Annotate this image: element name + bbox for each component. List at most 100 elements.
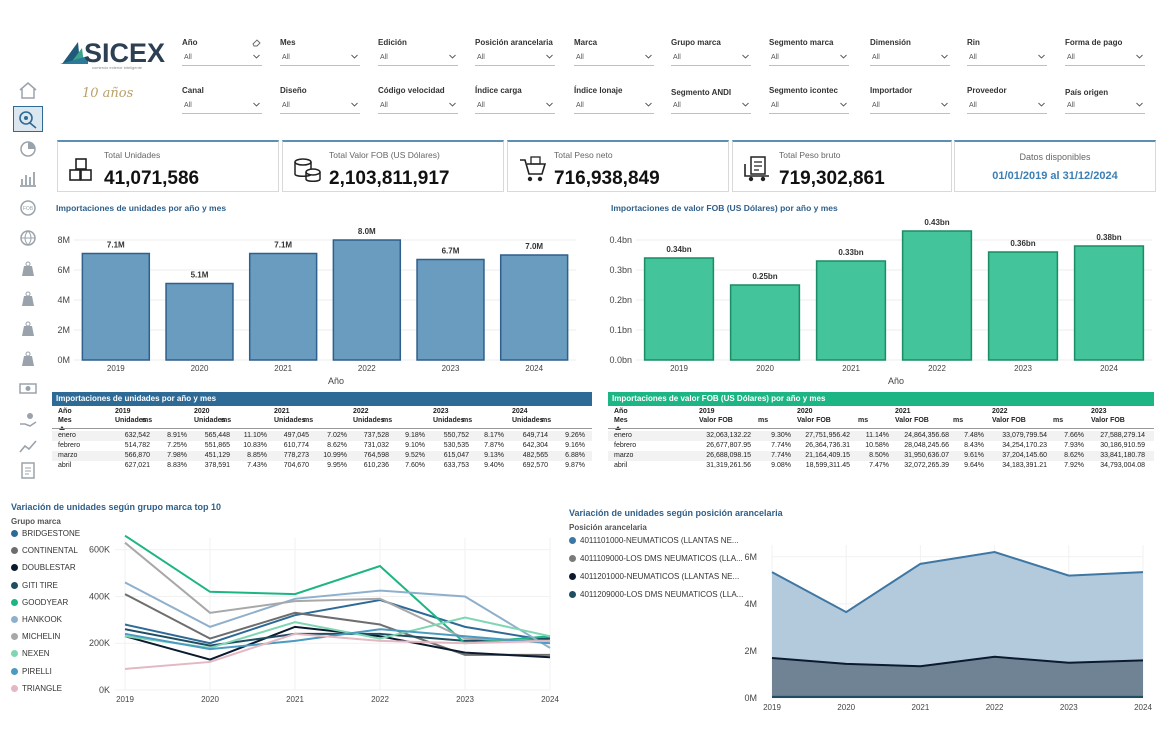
bar-2024[interactable] xyxy=(1073,245,1145,361)
filter-dropdown[interactable]: All xyxy=(280,99,360,114)
series-line-michelin[interactable] xyxy=(124,541,551,642)
series-line-doublestar[interactable] xyxy=(124,625,551,661)
legend-item[interactable]: PIRELLI xyxy=(11,667,52,676)
filter-dropdown[interactable]: All xyxy=(769,51,849,66)
bar-2020[interactable] xyxy=(729,284,801,361)
bar-chart-icon xyxy=(20,172,36,187)
filter-rin: Rin All xyxy=(967,38,1049,72)
legend-item[interactable]: DOUBLESTAR xyxy=(11,563,76,572)
bar-2021[interactable] xyxy=(248,252,318,361)
filter-dropdown[interactable]: All xyxy=(870,99,950,114)
legend-item[interactable]: MICHELIN xyxy=(11,632,60,641)
filter-dropdown[interactable]: All xyxy=(967,51,1047,66)
bar-2023[interactable] xyxy=(987,251,1059,361)
sidebar-tire-chart-icon[interactable] xyxy=(13,106,43,132)
home-icon xyxy=(19,82,37,99)
sidebar-globe-icon[interactable] xyxy=(17,228,39,248)
sidebar-trend-icon[interactable] xyxy=(17,436,39,456)
bar-2024[interactable] xyxy=(499,254,569,361)
bar-data-label: 0.38bn xyxy=(1096,233,1121,242)
filter-dropdown[interactable]: All xyxy=(1065,51,1145,66)
bar-2020[interactable] xyxy=(165,282,234,361)
filter-dropdown[interactable]: All xyxy=(870,51,950,66)
filter-value: All xyxy=(576,102,584,109)
filter-dropdown[interactable]: All xyxy=(378,51,458,66)
sidebar-weight-net-icon[interactable] xyxy=(17,258,39,278)
filter-dropdown[interactable]: All xyxy=(182,99,262,114)
filter-dropdown[interactable]: All xyxy=(574,99,654,114)
x-tick-label: 2019 xyxy=(107,364,125,373)
bar-2023[interactable] xyxy=(416,258,485,361)
sidebar-weight-kg-icon[interactable] xyxy=(17,318,39,338)
bar-2019[interactable] xyxy=(81,252,151,361)
filter-año: Año All xyxy=(182,38,264,72)
table-year-header: 2021 xyxy=(895,408,911,415)
table-cell: 692,570 xyxy=(522,462,548,469)
filter-dropdown[interactable]: All xyxy=(769,99,849,114)
table-cell: 9.52% xyxy=(405,452,425,459)
bar-2021[interactable] xyxy=(815,260,887,361)
sidebar-document-icon[interactable] xyxy=(17,460,39,480)
bar-2022[interactable] xyxy=(901,230,973,361)
legend-item[interactable]: GITI TIRE xyxy=(11,581,58,590)
bar-2019[interactable] xyxy=(643,257,715,361)
legend-dot xyxy=(11,547,18,555)
filter-value: All xyxy=(872,54,880,61)
series-line-pirelli[interactable] xyxy=(124,628,551,651)
series-line-bridgestone[interactable] xyxy=(124,598,551,645)
table-row-stripe xyxy=(608,431,1154,441)
table-col-header: ms xyxy=(462,417,473,424)
eraser-icon[interactable] xyxy=(252,38,261,47)
sidebar-money-icon[interactable] xyxy=(17,378,39,398)
filter-dropdown[interactable]: All xyxy=(182,51,262,66)
legend-item[interactable]: TRIANGLE xyxy=(11,684,62,693)
legend-item[interactable]: 4011109000-LOS DMS NEUMATICOS (LLA... xyxy=(569,554,743,563)
kpi-value: 2,103,811,917 xyxy=(329,168,450,189)
sidebar-pie-chart-icon[interactable] xyxy=(17,139,39,159)
filter-dropdown[interactable]: All xyxy=(475,51,555,66)
table-col-header: Unidades xyxy=(194,417,226,424)
legend-item[interactable]: BRIDGESTONE xyxy=(11,529,80,538)
filter-dropdown[interactable]: All xyxy=(280,51,360,66)
series-line-hankook[interactable] xyxy=(124,581,551,649)
legend-item[interactable]: HANKOOK xyxy=(11,615,62,624)
legend-dot xyxy=(11,633,18,641)
legend-label: CONTINENTAL xyxy=(22,546,78,556)
sidebar-weight-icon[interactable] xyxy=(17,348,39,368)
y-tick-label: 0.4bn xyxy=(609,235,632,245)
legend-item[interactable]: NEXEN xyxy=(11,649,50,658)
filter-dropdown[interactable]: All xyxy=(967,99,1047,114)
filter-dropdown[interactable]: All xyxy=(1065,99,1145,114)
table-cell: 32,072,265.39 xyxy=(904,462,949,469)
series-line-triangle[interactable] xyxy=(124,632,551,670)
datos-range: 01/01/2019 al 31/12/2024 xyxy=(992,170,1118,182)
filter-dropdown[interactable]: All xyxy=(574,51,654,66)
sidebar-home-icon[interactable] xyxy=(17,80,39,100)
sidebar-fob-icon[interactable]: FOB xyxy=(17,198,39,218)
bar-2022[interactable] xyxy=(332,239,402,361)
x-tick-label: 2020 xyxy=(756,364,774,373)
legend-item[interactable]: CONTINENTAL xyxy=(11,546,78,555)
series-area-3[interactable] xyxy=(772,656,1143,698)
filter-dropdown[interactable]: All xyxy=(671,51,751,66)
table-row-stripe xyxy=(52,451,592,461)
sidebar-hand-money-icon[interactable] xyxy=(17,408,39,428)
legend-item[interactable]: 4011201000-NEUMATICOS (LLANTAS NE... xyxy=(569,572,739,581)
table-cell: 7.74% xyxy=(771,442,791,449)
brand-line-chart-title: Variación de unidades según grupo marca … xyxy=(11,502,222,512)
filter-dropdown[interactable]: All xyxy=(475,99,555,114)
series-line-continental[interactable] xyxy=(124,593,550,656)
table-cell: 451,129 xyxy=(204,452,230,459)
filter-dropdown[interactable]: All xyxy=(671,99,751,114)
kpi-card-2: Total Valor FOB (US Dólares) 2,103,811,91… xyxy=(282,140,504,192)
bar-data-label: 6.7M xyxy=(442,247,460,256)
y-tick-label: 6M xyxy=(744,552,757,562)
sidebar-bar-chart-icon[interactable] xyxy=(17,168,39,188)
legend-item[interactable]: GOODYEAR xyxy=(11,598,68,607)
legend-item[interactable]: 4011101000-NEUMATICOS (LLANTAS NE... xyxy=(569,536,739,545)
filter-label: Índice lonaje xyxy=(574,86,623,95)
sidebar-weight-gross-icon[interactable] xyxy=(17,288,39,308)
series-line-giti-tire[interactable] xyxy=(124,628,551,647)
legend-item[interactable]: 4011209000-LOS DMS NEUMATICOS (LLA... xyxy=(569,590,743,599)
filter-dropdown[interactable]: All xyxy=(378,99,458,114)
